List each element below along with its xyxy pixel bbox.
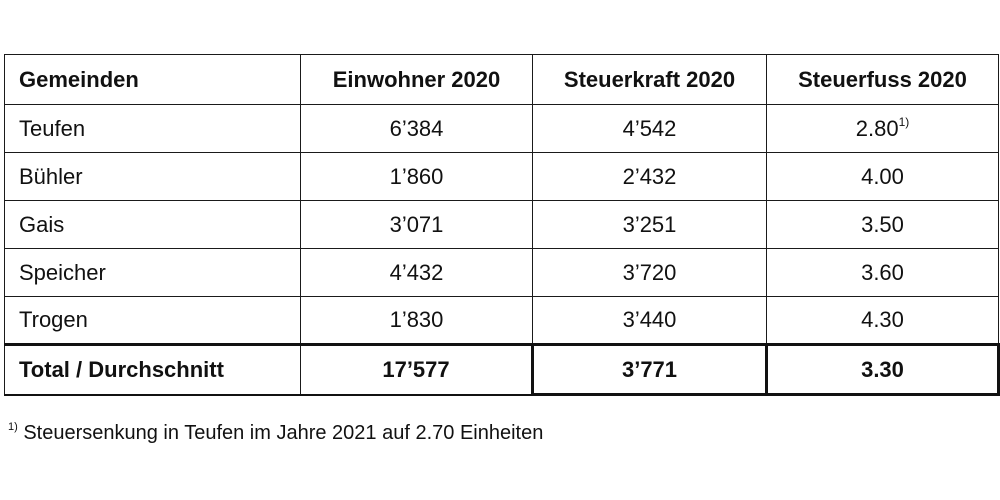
cell-einwohner: 4’432 [300,248,533,297]
cell-steuerfuss: 3.50 [766,200,999,249]
table-row: Gais 3’071 3’251 3.50 [4,200,999,249]
table-header-row: Gemeinden Einwohner 2020 Steuerkraft 202… [4,54,999,105]
footnote: 1) Steuersenkung in Teufen im Jahre 2021… [8,422,543,445]
tax-comparison-table: Gemeinden Einwohner 2020 Steuerkraft 202… [4,54,1000,396]
table-total-row: Total / Durchschnitt 17’577 3’771 3.30 [4,343,1000,396]
cell-steuerfuss: 4.00 [766,152,999,201]
total-einwohner: 17’577 [300,343,533,396]
cell-gemeinde: Gais [4,200,301,249]
table-row: Speicher 4’432 3’720 3.60 [4,248,999,297]
footnote-text: Steuersenkung in Teufen im Jahre 2021 au… [17,422,544,444]
cell-steuerfuss: 4.30 [766,296,999,345]
table-row: Bühler 1’860 2’432 4.00 [4,152,999,201]
cell-einwohner: 6’384 [300,104,533,153]
cell-steuerkraft: 3’251 [532,200,767,249]
cell-einwohner: 3’071 [300,200,533,249]
cell-steuerfuss: 2.801) [766,104,999,153]
cell-steuerfuss: 3.60 [766,248,999,297]
header-einwohner: Einwohner 2020 [300,54,533,105]
cell-gemeinde: Bühler [4,152,301,201]
footnote-reference: 1) [898,114,910,129]
cell-steuerkraft: 3’720 [532,248,767,297]
cell-steuerkraft: 2’432 [532,152,767,201]
header-gemeinden: Gemeinden [4,54,301,105]
header-steuerkraft: Steuerkraft 2020 [532,54,767,105]
cell-steuerkraft: 3’440 [532,296,767,345]
cell-einwohner: 1’830 [300,296,533,345]
table-row: Trogen 1’830 3’440 4.30 [4,296,999,345]
header-steuerfuss: Steuerfuss 2020 [766,54,999,105]
footnote-marker: 1) [8,421,18,433]
total-label: Total / Durchschnitt [4,343,301,396]
total-steuerkraft: 3’771 [531,343,768,396]
steuerfuss-value: 2.80 [855,115,899,141]
tax-comparison-table-container: Gemeinden Einwohner 2020 Steuerkraft 202… [4,54,1000,396]
cell-einwohner: 1’860 [300,152,533,201]
cell-gemeinde: Trogen [4,296,301,345]
table-row: Teufen 6’384 4’542 2.801) [4,104,999,153]
cell-gemeinde: Teufen [4,104,301,153]
cell-gemeinde: Speicher [4,248,301,297]
cell-steuerkraft: 4’542 [532,104,767,153]
total-steuerfuss: 3.30 [765,343,1000,396]
